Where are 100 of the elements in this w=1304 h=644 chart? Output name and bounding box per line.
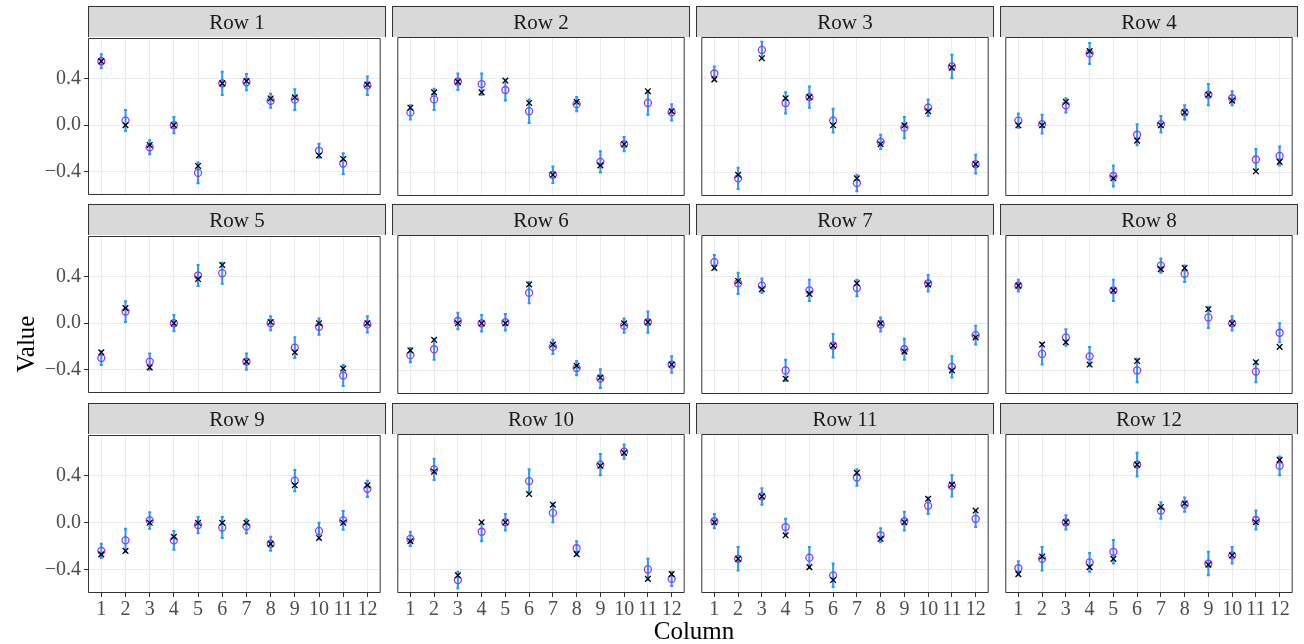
point — [524, 288, 534, 297]
point — [572, 544, 581, 553]
x-tick-label: 7 — [1155, 597, 1166, 620]
x-tick-label: 5 — [1108, 597, 1119, 620]
x-tick-label: 2 — [120, 597, 131, 620]
point — [1204, 313, 1213, 322]
point — [339, 371, 348, 380]
point — [121, 307, 130, 316]
point — [363, 484, 372, 493]
point — [291, 348, 299, 356]
point — [242, 522, 251, 531]
point — [1157, 503, 1165, 511]
point — [430, 336, 438, 344]
point — [1109, 555, 1117, 563]
point — [1133, 137, 1141, 145]
chart-title: Row 11 — [696, 403, 994, 434]
y-tick-label: 0.0 — [56, 510, 81, 533]
x-tick-label: 6 — [828, 597, 839, 620]
x-tick-label: 9 — [595, 597, 606, 620]
point — [1109, 547, 1118, 556]
x-tick-label: 12 — [357, 597, 378, 620]
point — [1181, 264, 1189, 272]
point — [548, 508, 558, 518]
x-tick-label: 2 — [1037, 597, 1048, 620]
point — [477, 79, 486, 89]
point — [1156, 261, 1166, 270]
point — [193, 271, 203, 280]
point — [1180, 269, 1189, 279]
y-tick-label: −0.4 — [44, 158, 81, 181]
point — [923, 501, 933, 510]
point — [805, 563, 813, 571]
y-tick-label: 0.4 — [56, 65, 81, 88]
point — [1038, 341, 1046, 349]
point — [501, 85, 510, 95]
point — [193, 168, 203, 178]
point — [710, 69, 719, 78]
point — [1086, 563, 1094, 571]
point — [315, 319, 323, 327]
point — [1085, 352, 1094, 361]
point — [948, 366, 956, 374]
x-tick-label: 9 — [1203, 597, 1214, 620]
point — [643, 565, 653, 574]
x-tick-label: 5 — [500, 597, 511, 620]
point — [805, 290, 813, 298]
point — [1276, 158, 1284, 166]
point — [1132, 130, 1142, 139]
x-tick-label: 11 — [1246, 597, 1266, 620]
x-tick-label: 7 — [241, 597, 252, 620]
point — [972, 507, 980, 515]
point — [853, 279, 861, 287]
chart-title: Row 8 — [1000, 204, 1298, 235]
y-axis-title: Value — [12, 315, 40, 373]
point — [146, 363, 154, 371]
chart-title: Row 12 — [1000, 403, 1298, 434]
x-axis-title: Column — [653, 617, 735, 644]
point — [1014, 570, 1022, 578]
point — [829, 576, 837, 584]
chart-title: Row 7 — [696, 204, 994, 235]
x-tick-label: 11 — [942, 597, 962, 620]
point — [1204, 305, 1212, 313]
point — [1251, 155, 1261, 164]
x-tick-label: 7 — [547, 597, 558, 620]
point — [1275, 461, 1284, 470]
y-tick-label: −0.4 — [44, 556, 81, 579]
point — [339, 159, 348, 168]
x-tick-label: 10 — [614, 597, 635, 620]
chart-title: Row 3 — [696, 6, 994, 37]
point — [290, 343, 299, 352]
point — [429, 95, 439, 104]
point — [169, 536, 179, 545]
point — [121, 116, 130, 125]
point — [1133, 357, 1141, 365]
point — [525, 280, 533, 288]
chart-title: Row 6 — [392, 204, 690, 235]
point — [573, 550, 581, 558]
point — [877, 535, 885, 543]
x-tick-label: 11 — [638, 597, 658, 620]
point — [242, 519, 250, 527]
point — [805, 286, 814, 295]
point — [971, 514, 980, 523]
point — [781, 522, 790, 532]
x-tick-label: 12 — [661, 597, 682, 620]
x-tick-label: 4 — [780, 597, 791, 620]
point — [1061, 333, 1071, 342]
x-tick-label: 3 — [144, 597, 155, 620]
x-tick-label: 10 — [918, 597, 939, 620]
x-tick-label: 1 — [96, 597, 107, 620]
x-tick-label: 3 — [756, 597, 767, 620]
x-tick-label: 6 — [524, 597, 535, 620]
point — [429, 345, 439, 354]
point — [1132, 366, 1142, 375]
point — [1014, 116, 1023, 125]
point — [971, 330, 980, 340]
point — [1037, 349, 1047, 359]
x-tick-label: 3 — [452, 597, 463, 620]
point — [314, 322, 324, 331]
x-tick-label: 6 — [217, 597, 228, 620]
chart-title: Row 2 — [392, 6, 690, 37]
point — [1276, 343, 1284, 351]
point — [947, 362, 957, 372]
